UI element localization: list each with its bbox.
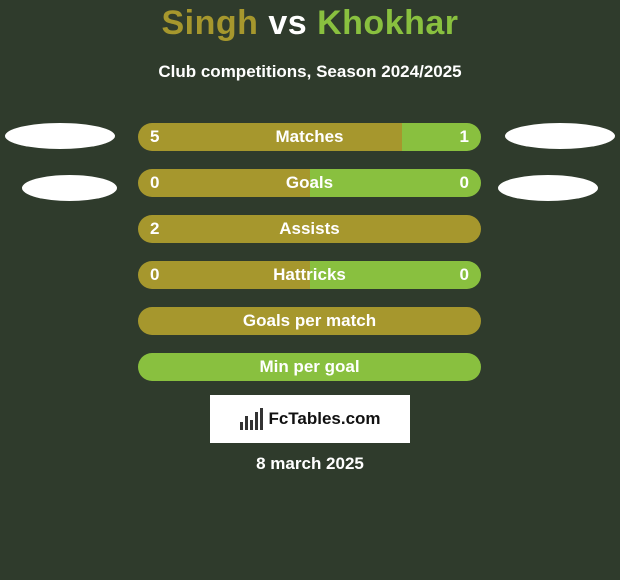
stat-row: 2Assists [138, 215, 481, 243]
date-label: 8 march 2025 [0, 454, 620, 474]
bar-segment-player2 [310, 261, 482, 289]
player-silhouette [5, 123, 115, 149]
player-silhouette [498, 175, 598, 201]
bar-segment-player1 [138, 261, 310, 289]
bar-chart-icon [239, 408, 265, 430]
bar-segment-player1 [138, 307, 481, 335]
title-player1: Singh [161, 4, 258, 42]
bar-segment-player2 [138, 353, 481, 381]
bar-segment-player1 [138, 123, 402, 151]
page-title: Singh vs Khokhar [0, 4, 620, 43]
title-vs: vs [258, 4, 317, 42]
player-silhouette [505, 123, 615, 149]
bar-segment-player1 [138, 215, 481, 243]
stat-row: Min per goal [138, 353, 481, 381]
logo-text: FcTables.com [268, 409, 380, 429]
stat-row: 51Matches [138, 123, 481, 151]
comparison-bars: 51Matches 00Goals 2Assists 00Hattricks Goals… [138, 123, 481, 399]
comparison-infographic: Singh vs Khokhar Club competitions, Seas… [0, 0, 620, 580]
logo-box: FcTables.com [210, 395, 410, 443]
bar-segment-player2 [310, 169, 482, 197]
subtitle: Club competitions, Season 2024/2025 [0, 62, 620, 82]
stat-row: 00Hattricks [138, 261, 481, 289]
bar-segment-player2 [402, 123, 481, 151]
bar-segment-player1 [138, 169, 310, 197]
player-silhouette [22, 175, 117, 201]
title-player2: Khokhar [317, 4, 458, 42]
stat-row: Goals per match [138, 307, 481, 335]
stat-row: 00Goals [138, 169, 481, 197]
